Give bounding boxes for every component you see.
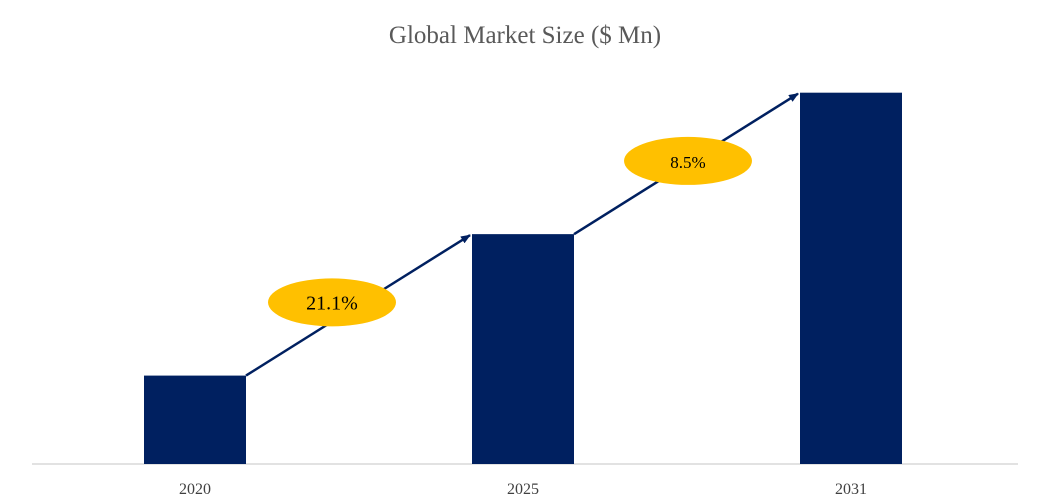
- bar-2020: [144, 375, 246, 464]
- bar-2025: [472, 234, 574, 464]
- plot-area: 2020 2025 2031 21.1% 8.5%: [32, 92, 1018, 498]
- x-tick-label-2020: 2020: [179, 481, 211, 498]
- cagr-label-1: 21.1%: [306, 292, 358, 314]
- cagr-badge-2: [624, 136, 752, 185]
- chart-title: Global Market Size ($ Mn): [389, 22, 661, 49]
- cagr-badge-1: [268, 278, 396, 327]
- bar-2031: [800, 92, 902, 464]
- x-tick-label-2025: 2025: [507, 481, 539, 498]
- cagr-label-2: 8.5%: [670, 153, 705, 172]
- x-tick-label-2031: 2031: [835, 481, 867, 498]
